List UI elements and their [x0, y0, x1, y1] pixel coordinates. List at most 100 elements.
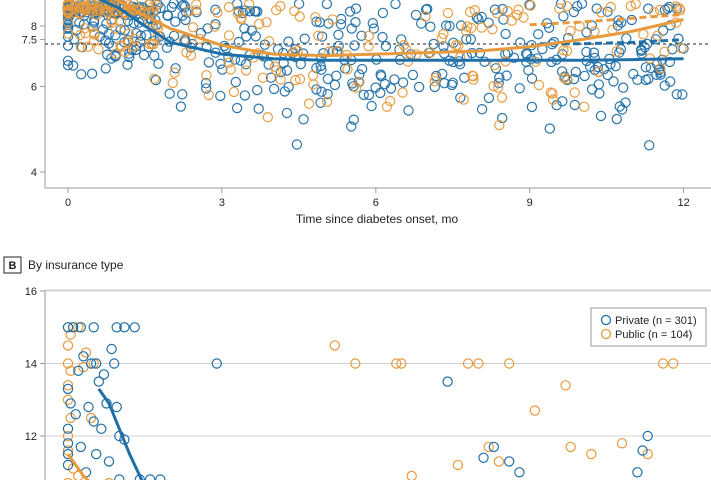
panel-a-data-point	[514, 83, 525, 94]
panel-a-data-point	[217, 64, 228, 75]
panel-a-data-point	[416, 18, 427, 29]
legend-public-marker	[600, 328, 612, 340]
panel-a-data-point	[307, 70, 319, 81]
legend-private-label: Private (n = 301)	[615, 315, 697, 327]
panel-b-data-point	[62, 448, 74, 460]
panel-b-data-point	[108, 358, 120, 369]
panel-a-data-point	[70, 0, 82, 10]
panel-a-data-point	[496, 92, 508, 103]
panel-a-data-point	[74, 0, 85, 9]
panel-a-fit-line	[97, 0, 684, 62]
panel-b-data-point	[90, 358, 102, 369]
panel-a-data-point	[561, 45, 573, 57]
panel-a-data-point	[594, 88, 605, 99]
panel-a-data-point	[614, 101, 625, 112]
panel-a-data-point	[316, 86, 327, 97]
panel-a-data-point	[252, 6, 263, 17]
panel-a-data-point	[262, 111, 273, 123]
panel-a-data-point	[75, 9, 86, 20]
panel-a-data-point	[613, 15, 624, 26]
panel-b-y-tick-label: 14	[25, 359, 37, 371]
panel-a-data-point	[611, 46, 622, 57]
panel-a-data-point	[476, 11, 487, 23]
panel-a-data-point	[110, 23, 121, 34]
panel-a-data-point	[316, 31, 328, 42]
panel-a-data-point	[596, 7, 607, 18]
panel-a-data-point	[89, 27, 100, 39]
panel-a-data-point	[488, 80, 499, 92]
panel-a-data-point	[231, 102, 243, 114]
panel-a-data-point	[396, 34, 407, 45]
panel-a-data-point	[281, 65, 293, 76]
panel-a-data-point	[545, 87, 557, 98]
panel-a-data-point	[354, 69, 365, 80]
panel-a-data-point	[275, 0, 286, 12]
panel-a-data-point	[494, 119, 505, 131]
panel-a-data-point	[644, 140, 655, 151]
panel-b-data-point	[62, 438, 74, 449]
panel-a-data-point	[616, 104, 628, 115]
panel-a-data-point	[290, 74, 301, 86]
panel-a-data-point	[638, 29, 649, 40]
panel-a-data-point	[344, 6, 356, 17]
panel-b-data-point	[88, 322, 99, 333]
panel-a-data-point	[533, 29, 544, 40]
panel-a-x-tick-label: 12	[677, 197, 689, 209]
panel-a-data-point	[586, 20, 598, 31]
panel-a-data-point	[349, 40, 360, 51]
panel-a-data-point	[150, 74, 162, 86]
panel-a-data-point	[146, 38, 157, 50]
panel-a-data-point	[568, 6, 580, 18]
panel-a-data-point	[203, 57, 215, 68]
panel-a-data-point	[279, 86, 290, 97]
panel-a-data-point	[230, 76, 241, 88]
panel-a-fit-lines	[97, 0, 684, 62]
panel-a-data-point	[547, 88, 558, 99]
panel-b-data-point	[73, 365, 84, 376]
panel-a-data-point	[595, 110, 607, 122]
panel-b-data-point	[65, 365, 76, 376]
panel-b-data-point	[96, 423, 107, 434]
panel-a-data-point	[252, 84, 263, 96]
panel-a-data-point	[351, 82, 362, 93]
panel-b-data-point	[62, 340, 74, 351]
panel-a-data-point	[377, 7, 389, 19]
panel-a-data-point	[626, 14, 637, 26]
panel-a-data-point	[62, 40, 74, 51]
panel-a-data-point	[212, 7, 223, 18]
panel-a-x-tick-label: 9	[527, 197, 533, 209]
panel-a-data-point	[458, 94, 469, 105]
panel-a-data-point	[329, 79, 341, 91]
panel-b-data-point	[586, 448, 597, 460]
panel-a-y-tick-label: 6	[31, 82, 37, 94]
panel-a-data-point	[236, 12, 247, 23]
panel-a-data-point	[468, 74, 479, 85]
panel-b-data-point	[514, 467, 525, 478]
panel-a-data-point	[460, 25, 472, 36]
panel-a-data-point	[283, 36, 294, 47]
panel-a-data-point	[93, 44, 104, 55]
panel-a-data-point	[671, 89, 683, 100]
panel-a-data-point	[657, 25, 669, 36]
panel-a-data-point	[544, 123, 556, 134]
panel-a-data-point	[257, 72, 269, 84]
panel-b-data-point	[483, 441, 494, 453]
panel-a-data-point	[153, 58, 164, 69]
panel-a-data-point	[183, 6, 194, 17]
panel-a-data-point	[377, 31, 388, 43]
panel-a-data-point	[628, 68, 639, 80]
panel-a-data-point	[75, 69, 87, 80]
panel-a-data-point	[511, 9, 523, 21]
panel-a-data-point	[518, 12, 529, 23]
panel-a-data-point	[625, 0, 637, 12]
panel-a-data-point	[321, 0, 333, 10]
panel-a-data-point	[447, 77, 458, 89]
panel-b-data-point	[63, 477, 73, 480]
panel-a-data-point	[569, 87, 580, 98]
panel-a-data-point	[618, 82, 629, 93]
panel-a-data-point	[659, 80, 670, 91]
panel-a-data-point	[268, 83, 280, 95]
panel-a-data-point	[275, 74, 286, 85]
panel-a-data-point	[116, 41, 127, 52]
panel-a-data-point	[313, 30, 324, 41]
